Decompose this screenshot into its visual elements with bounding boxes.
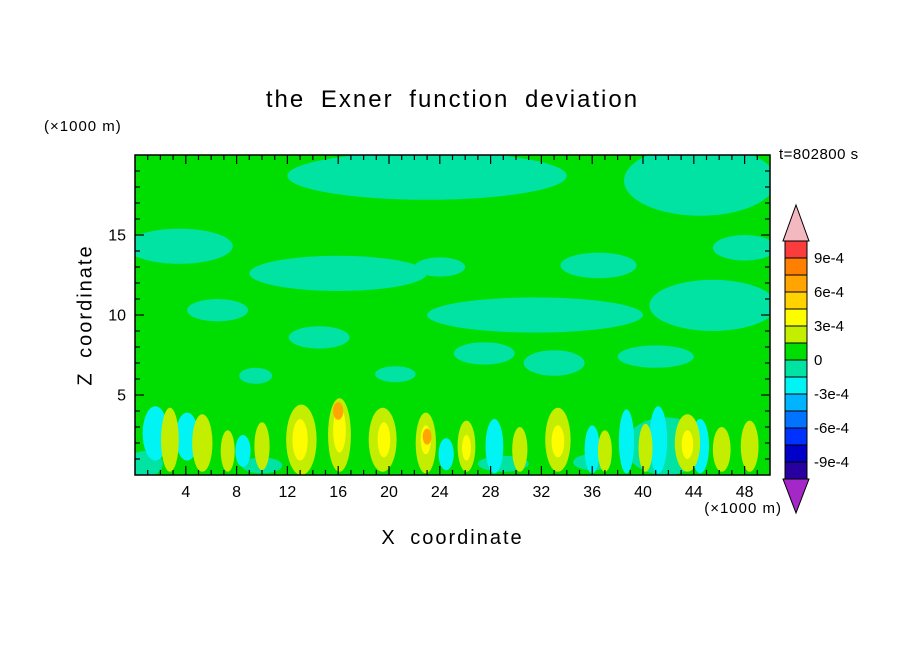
chart-title: the Exner function deviation xyxy=(265,86,640,113)
contour-field xyxy=(135,155,770,475)
svg-text:24: 24 xyxy=(431,484,449,501)
axis-ticks xyxy=(135,155,770,475)
timestamp-label: t=802800 s xyxy=(779,146,859,163)
svg-text:44: 44 xyxy=(685,484,703,501)
colorbar-label: -6e-4 xyxy=(814,420,849,437)
teal-patches xyxy=(135,155,770,475)
svg-text:40: 40 xyxy=(634,484,652,501)
x-units-label: (×1000 m) xyxy=(704,500,782,517)
svg-text:12: 12 xyxy=(279,484,297,501)
svg-text:48: 48 xyxy=(736,484,754,501)
svg-text:5: 5 xyxy=(117,388,126,405)
svg-text:15: 15 xyxy=(108,228,126,245)
x-axis-title: X coordinate xyxy=(381,527,524,549)
colorbar-arrow-bottom-icon xyxy=(782,478,810,515)
colorbar-arrow-top-icon xyxy=(782,203,810,242)
svg-text:4: 4 xyxy=(181,484,190,501)
svg-text:16: 16 xyxy=(329,484,347,501)
svg-text:32: 32 xyxy=(533,484,551,501)
colorbar-label: 3e-4 xyxy=(814,318,844,335)
svg-text:8: 8 xyxy=(232,484,241,501)
svg-text:36: 36 xyxy=(583,484,601,501)
yellow-green-plumes xyxy=(161,398,759,475)
colorbar-label: 6e-4 xyxy=(814,284,844,301)
colorbar: 9e-4 6e-4 3e-4 0 -3e-4 -6e-4 -9e-4 xyxy=(782,203,849,515)
colorbar-label: 0 xyxy=(814,352,822,369)
svg-text:10: 10 xyxy=(108,308,126,325)
orange-spots xyxy=(333,402,432,445)
colorbar-label: 9e-4 xyxy=(814,250,844,267)
svg-text:20: 20 xyxy=(380,484,398,501)
svg-text:28: 28 xyxy=(482,484,500,501)
z-units-label: (×1000 m) xyxy=(44,118,122,135)
colorbar-label: -3e-4 xyxy=(814,386,849,403)
z-axis-title: Z coordinate xyxy=(74,244,97,386)
colorbar-label: -9e-4 xyxy=(814,454,849,471)
